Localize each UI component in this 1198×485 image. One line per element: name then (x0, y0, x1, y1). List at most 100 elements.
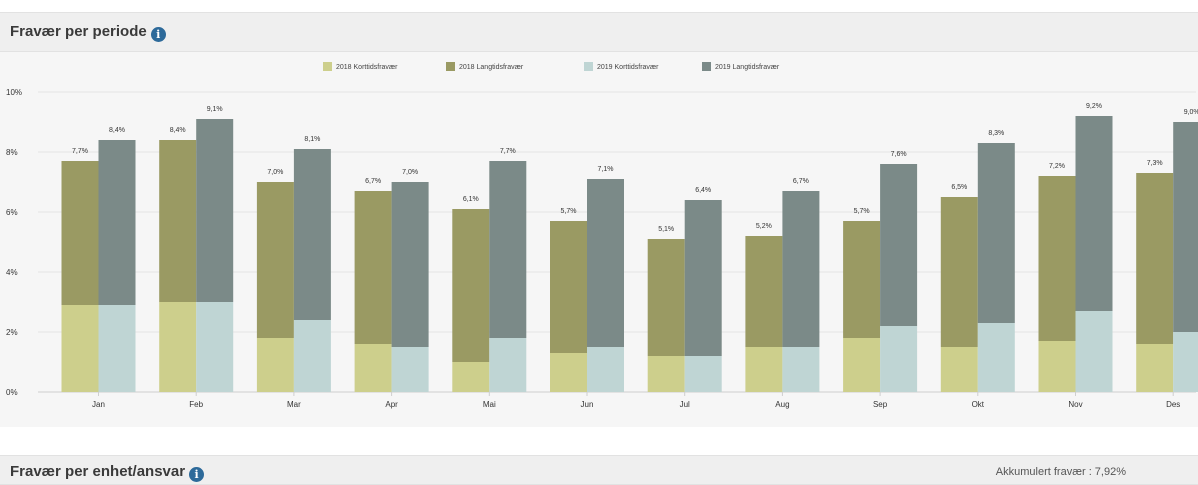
y-tick-label: 2% (6, 328, 18, 337)
data-label: 7,3% (1147, 160, 1163, 167)
bar-segment (782, 347, 820, 392)
bar-segment (1173, 332, 1198, 392)
data-label: 7,1% (598, 166, 614, 173)
bar-segment (647, 356, 685, 392)
data-label: 5,2% (756, 223, 772, 230)
legend-label: 2019 Korttidsfravær (597, 64, 659, 71)
bar-segment (61, 161, 99, 305)
bar-segment (159, 140, 197, 302)
y-tick-label: 6% (6, 208, 18, 217)
bar-segment (940, 347, 978, 392)
data-label: 7,7% (72, 148, 88, 155)
bar-segment (843, 221, 881, 338)
bar-segment (843, 338, 881, 392)
bar-segment (1136, 344, 1174, 392)
panel-title-text: Fravær per periode (10, 23, 147, 40)
legend-label: 2018 Langtidsfravær (459, 64, 524, 71)
y-tick-label: 4% (6, 268, 18, 277)
panel-gap (0, 427, 1198, 455)
data-label: 5,1% (658, 226, 674, 233)
data-label: 6,7% (365, 178, 381, 185)
bar-segment (1075, 311, 1113, 392)
bar-segment (61, 305, 99, 392)
x-tick-label: Mar (287, 400, 301, 409)
accumulated-absence-label: Akkumulert fravær : 7,92% (995, 466, 1126, 478)
data-label: 6,4% (695, 187, 711, 194)
bar-segment (745, 236, 783, 347)
x-tick-label: Apr (385, 400, 398, 409)
bar-segment (354, 344, 392, 392)
data-label: 8,1% (304, 136, 320, 143)
bar-segment (98, 305, 136, 392)
data-label: 7,2% (1049, 163, 1065, 170)
x-tick-label: Sep (873, 400, 888, 409)
legend-swatch (446, 62, 455, 71)
data-label: 8,4% (109, 127, 125, 134)
bar-segment (391, 182, 429, 347)
panel-title: Fravær per periode i (10, 23, 166, 42)
bar-segment (98, 140, 136, 305)
bar-segment (550, 221, 587, 353)
info-icon[interactable]: i (189, 467, 205, 482)
data-label: 5,7% (854, 208, 870, 215)
bar-segment (452, 362, 490, 392)
data-label: 6,5% (951, 184, 967, 191)
bar-segment (1075, 116, 1113, 311)
x-tick-label: Des (1166, 400, 1180, 409)
x-tick-label: Nov (1068, 400, 1082, 409)
bar-segment (196, 302, 234, 392)
bar-segment (587, 179, 624, 347)
legend-swatch (323, 62, 332, 71)
info-icon[interactable]: i (150, 27, 166, 42)
bar-segment (880, 164, 918, 326)
bar-segment (256, 182, 294, 338)
data-label: 6,1% (463, 196, 479, 203)
bar-segment (880, 326, 918, 392)
legend-swatch (702, 62, 711, 71)
y-tick-label: 8% (6, 148, 18, 157)
panel-title-2: Fravær per enhet/ansvar i (10, 463, 205, 482)
panel-header-periode: Fravær per periode i (0, 12, 1198, 52)
x-tick-label: Feb (189, 400, 203, 409)
data-label: 7,0% (267, 169, 283, 176)
bar-segment (647, 239, 685, 356)
data-label: 7,7% (500, 148, 516, 155)
bar-segment (293, 320, 331, 392)
x-tick-label: Mai (483, 400, 496, 409)
chart-area: 0% 2% 4% 6% 8% 10% 2018 Korttidsfravær 2018 Lan… (0, 52, 1198, 427)
x-tick-label: Aug (775, 400, 789, 409)
bar-segment (293, 149, 331, 320)
data-label: 9,2% (1086, 103, 1102, 110)
bar-segment (684, 200, 722, 356)
bar-segment (1136, 173, 1174, 344)
bar-segment (782, 191, 820, 347)
bar-segment (1038, 341, 1076, 392)
y-tick-label: 0% (6, 388, 18, 397)
bar-segment (550, 353, 587, 392)
bar-segment (256, 338, 294, 392)
bar-segment (452, 209, 490, 362)
data-label: 7,6% (891, 151, 907, 158)
bar-segment (489, 161, 527, 338)
bar-segment (587, 347, 624, 392)
y-tick-label: 10% (6, 88, 22, 97)
bar-segment (977, 323, 1015, 392)
data-label: 8,4% (170, 127, 186, 134)
bar-segment (684, 356, 722, 392)
absence-bar-chart: 0% 2% 4% 6% 8% 10% 2018 Korttidsfravær 2018 Lan… (6, 62, 1198, 409)
data-label: 5,7% (561, 208, 577, 215)
legend-swatch (584, 62, 593, 71)
data-label: 9,1% (207, 106, 223, 113)
panel-title-2-text: Fravær per enhet/ansvar (10, 463, 186, 480)
bar-segment (1173, 122, 1198, 332)
legend-label: 2019 Langtidsfravær (715, 64, 780, 71)
bar-segment (940, 197, 978, 347)
bar-segment (391, 347, 429, 392)
bar-segment (489, 338, 527, 392)
x-tick-label: Jun (581, 400, 594, 409)
x-tick-label: Jul (680, 400, 690, 409)
legend-label: 2018 Korttidsfravær (336, 64, 398, 71)
bar-segment (977, 143, 1015, 323)
bar-segment (159, 302, 197, 392)
bar-segment (354, 191, 392, 344)
